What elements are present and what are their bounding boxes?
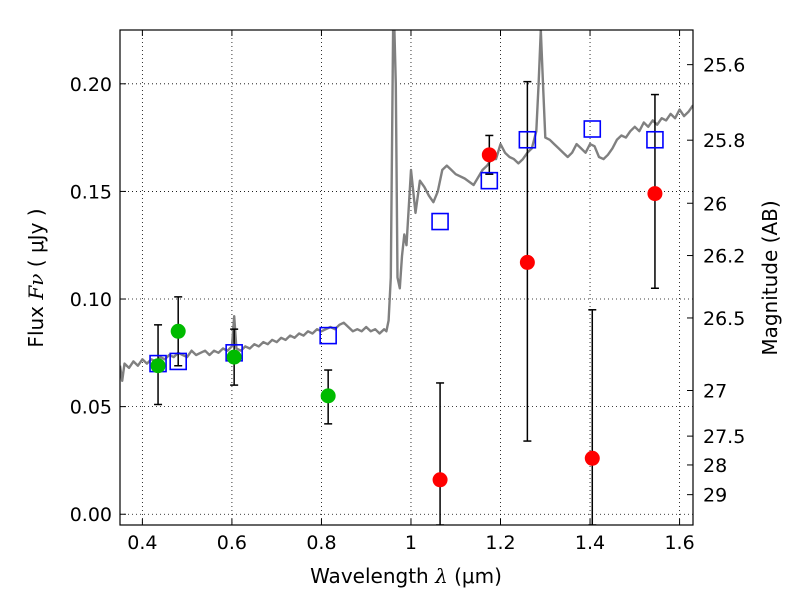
x-tick-label: 0.8	[306, 532, 336, 554]
optical-photometry-point	[226, 349, 242, 365]
magnitude-tick-label: 27.5	[703, 426, 745, 448]
model-photometry-marker	[169, 352, 187, 371]
y-tick-label: 0.15	[70, 181, 112, 203]
y2-axis-title: Magnitude (AB)	[758, 200, 782, 355]
x-tick-label: 1.2	[485, 532, 515, 554]
optical-photometry-point	[320, 388, 336, 404]
model-photometry-marker	[583, 120, 602, 138]
axis-ticks: 0.4 0.6 0.8 1 1.2 1.4 1.6 0.00 0.05 0.10 0.15 0.20 2…	[70, 30, 745, 554]
model-photometry-marker	[480, 171, 499, 190]
magnitude-tick-label: 29	[703, 485, 727, 507]
y-tick-label: 0.00	[70, 504, 112, 526]
spectrum-line	[120, 30, 693, 382]
plot-area	[120, 30, 693, 525]
x-tick-label: 0.6	[217, 532, 247, 554]
optical-photometry-point	[170, 323, 186, 339]
magnitude-tick-label: 27	[703, 380, 727, 402]
y-axis-title: Flux Fν ( μJy )	[24, 208, 48, 347]
magnitude-tick-label: 26.5	[703, 308, 745, 330]
grid-lines	[120, 30, 693, 525]
nir-photometry-point	[432, 472, 448, 488]
x-axis-title: Wavelength λ (μm)	[310, 564, 502, 588]
magnitude-tick-label: 25.6	[703, 55, 745, 77]
nir-photometry-point	[584, 450, 600, 466]
x-tick-label: 1.6	[664, 532, 694, 554]
model-photometry-marker	[431, 212, 449, 231]
x-tick-label: 1	[405, 532, 417, 554]
x-tick-label: 1.4	[575, 532, 605, 554]
x-tick-label: 0.4	[127, 532, 157, 554]
plot-content	[120, 30, 693, 525]
y-tick-label: 0.20	[70, 74, 112, 96]
magnitude-tick-label: 28	[703, 455, 727, 477]
magnitude-tick-label: 25.8	[703, 130, 745, 152]
y-tick-label: 0.10	[70, 289, 112, 311]
plot-frame	[119, 29, 694, 526]
y-tick-label: 0.05	[70, 397, 112, 419]
magnitude-tick-label: 26	[703, 193, 727, 215]
model-photometry-marker	[518, 130, 537, 149]
model-photometry-marker	[646, 130, 664, 149]
optical-photometry-point	[150, 358, 166, 374]
nir-photometry-point	[481, 147, 497, 163]
model-photometry-marker	[319, 326, 337, 345]
nir-photometry-point	[519, 254, 535, 270]
magnitude-tick-label: 26.2	[703, 246, 745, 268]
nir-photometry-point	[647, 186, 663, 202]
